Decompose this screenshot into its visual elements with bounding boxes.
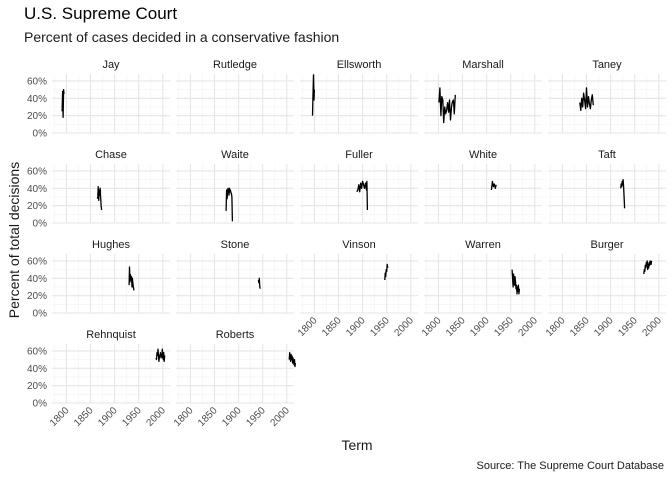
y-tick-label: 60% <box>27 76 47 87</box>
y-tick-label: 0% <box>33 219 48 230</box>
x-tick-label: 1850 <box>320 315 344 339</box>
x-tick-label: 1900 <box>344 315 368 339</box>
x-tick-label: 1800 <box>296 315 320 339</box>
x-tick-label: 1900 <box>220 405 244 429</box>
x-tick-label: 1900 <box>96 405 120 429</box>
facet-strip-label: White <box>469 149 497 161</box>
facet-panel-taft: Taft <box>548 149 666 223</box>
x-tick-label: 1850 <box>72 405 96 429</box>
facet-panel-ellsworth: Ellsworth <box>300 59 418 133</box>
facet-strip-label: Rehnquist <box>86 329 136 341</box>
x-tick-label: 1850 <box>568 315 592 339</box>
x-tick-label: 1850 <box>444 315 468 339</box>
x-tick-label: 2000 <box>268 405 292 429</box>
x-tick-label: 1900 <box>592 315 616 339</box>
y-tick-label: 20% <box>27 381 47 392</box>
y-tick-label: 0% <box>33 129 48 140</box>
facet-panel-chase: Chase 0% 20% 40% 60% <box>27 149 170 230</box>
facet-strip-label: Jay <box>102 59 120 71</box>
y-tick-label: 20% <box>27 201 47 212</box>
x-tick-label: 2000 <box>640 315 664 339</box>
y-tick-label: 60% <box>27 166 47 177</box>
facet-panel-rutledge: Rutledge <box>176 59 294 133</box>
facet-panel-taney: Taney <box>548 59 666 133</box>
x-tick-label: 1950 <box>492 315 516 339</box>
facet-strip-label: Stone <box>221 239 250 251</box>
facet-panel-burger: Burger 1800 1850 1900 1950 2000 <box>544 239 666 339</box>
y-tick-label: 60% <box>27 256 47 267</box>
y-tick-label: 60% <box>27 346 47 357</box>
facet-panel-white: White <box>424 149 542 223</box>
facet-strip-label: Taney <box>592 59 622 71</box>
facet-panel-waite: Waite <box>176 149 294 223</box>
y-tick-label: 40% <box>27 274 47 285</box>
facet-strip-label: Vinson <box>342 239 375 251</box>
x-tick-label: 1800 <box>172 405 196 429</box>
x-tick-label: 1850 <box>196 405 220 429</box>
y-tick-label: 40% <box>27 364 47 375</box>
facet-strip-label: Marshall <box>462 59 504 71</box>
facet-panel-fuller: Fuller <box>300 149 418 223</box>
x-tick-label: 1800 <box>544 315 568 339</box>
facet-strip-label: Chase <box>95 149 127 161</box>
y-tick-label: 0% <box>33 399 48 410</box>
facet-panel-hughes: Hughes 0% 20% 40% 60% <box>27 239 170 320</box>
x-tick-label: 2000 <box>392 315 416 339</box>
facet-strip-label: Roberts <box>216 329 255 341</box>
facet-panel-jay: Jay 0% 20% 40% 60% <box>27 59 170 140</box>
x-tick-label: 1900 <box>468 315 492 339</box>
facet-panel-marshall: Marshall <box>424 59 542 133</box>
facet-strip-label: Rutledge <box>213 59 257 71</box>
facet-panel-rehnquist: Rehnquist 0% 20% 40% 60% 1800 1850 1900 1950 2000 <box>27 329 170 429</box>
x-tick-label: 2000 <box>144 405 168 429</box>
y-tick-label: 40% <box>27 184 47 195</box>
y-tick-label: 40% <box>27 94 47 105</box>
x-tick-label: 2000 <box>516 315 540 339</box>
facet-strip-label: Taft <box>598 149 616 161</box>
x-tick-label: 1800 <box>420 315 444 339</box>
facet-strip-label: Burger <box>590 239 623 251</box>
facet-strip-label: Warren <box>465 239 501 251</box>
series-line-jay <box>62 90 64 118</box>
y-tick-label: 20% <box>27 291 47 302</box>
facet-strip-label: Fuller <box>345 149 373 161</box>
facet-strip-label: Ellsworth <box>337 59 382 71</box>
facet-panel-roberts: Roberts 1800 1850 1900 1950 2000 <box>172 329 295 429</box>
x-tick-label: 1950 <box>368 315 392 339</box>
x-tick-label: 1800 <box>48 405 72 429</box>
x-tick-label: 1950 <box>616 315 640 339</box>
x-tick-label: 1950 <box>244 405 268 429</box>
x-tick-label: 1950 <box>120 405 144 429</box>
y-tick-label: 20% <box>27 111 47 122</box>
facet-panel-warren: Warren 1800 1850 1900 1950 2000 <box>420 239 542 339</box>
facet-panel-stone: Stone <box>176 239 294 313</box>
y-tick-label: 0% <box>33 309 48 320</box>
facet-strip-label: Hughes <box>92 239 130 251</box>
facet-strip-label: Waite <box>221 149 249 161</box>
facet-panel-vinson: Vinson 1800 1850 1900 1950 2000 <box>296 239 418 339</box>
